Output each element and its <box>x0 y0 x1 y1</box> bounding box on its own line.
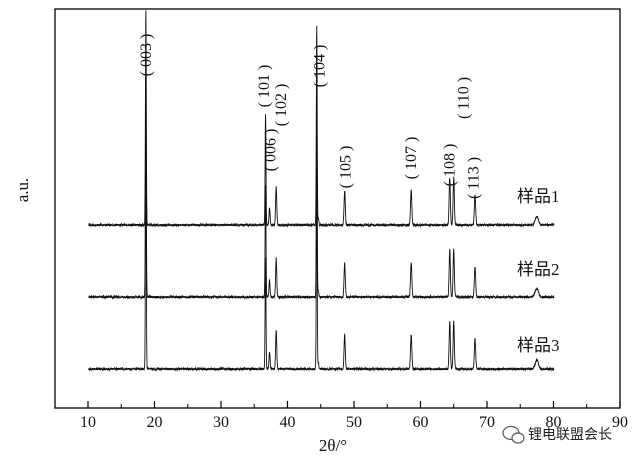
series-label-2: 样品2 <box>517 260 560 279</box>
watermark-text: 锂电联盟会长 <box>528 427 612 443</box>
x-axis-label: 2θ/° <box>319 436 347 455</box>
series-label-1: 样品1 <box>517 187 560 206</box>
x-tick-label-40: 40 <box>279 414 295 431</box>
series-line-3 <box>88 154 555 372</box>
series-line-1 <box>88 10 555 228</box>
y-axis-label: a.u. <box>13 178 32 203</box>
peak-label-5: ( 104 ) <box>312 45 329 88</box>
x-tick-label-10: 10 <box>80 414 96 431</box>
wechat-icon <box>502 425 525 444</box>
x-tick-label-70: 70 <box>479 414 495 431</box>
x-tick-label-60: 60 <box>412 414 428 431</box>
peak-label-3: ( 006 ) <box>263 129 280 172</box>
peak-label-4: ( 102 ) <box>273 84 290 127</box>
plot-frame <box>54 8 621 409</box>
peak-label-10: ( 113 ) <box>465 157 482 199</box>
series-line-2 <box>88 82 555 300</box>
series-label-3: 样品3 <box>517 336 560 355</box>
x-tick-label-20: 20 <box>146 414 162 431</box>
axes-layer <box>54 8 621 409</box>
peak-label-6: ( 105 ) <box>338 146 355 189</box>
series-layer <box>88 10 555 372</box>
watermark: 锂电联盟会长 <box>502 425 612 444</box>
peak-label-1: ( 003 ) <box>138 34 155 77</box>
x-tick-label-80: 80 <box>545 414 561 431</box>
x-tick-label-30: 30 <box>213 414 229 431</box>
peak-label-7: ( 107 ) <box>403 137 420 180</box>
tick-layer: 10 20 30 40 50 60 70 80 90 <box>80 401 628 431</box>
peak-label-9: ( 110 ) <box>455 77 472 119</box>
peak-label-2: ( 101 ) <box>256 65 273 108</box>
x-tick-label-90: 90 <box>612 414 628 431</box>
x-tick-label-50: 50 <box>346 414 362 431</box>
peak-label-8: ( 108 ) <box>441 144 458 187</box>
label-layer: 样品1 样品2 样品3 ( 003 ) ( 101 ) ( 006 ) ( 102 ) ( 1… <box>138 34 559 355</box>
